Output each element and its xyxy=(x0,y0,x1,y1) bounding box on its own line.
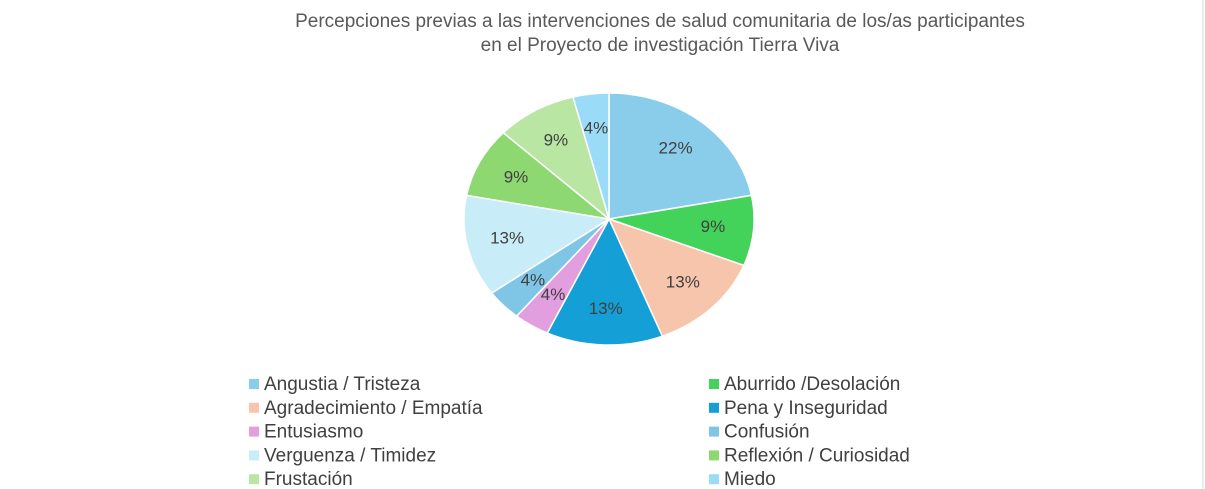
legend-label: Frustación xyxy=(264,469,353,489)
pie-slice xyxy=(465,131,612,221)
legend-swatch xyxy=(249,402,259,413)
legend-swatch xyxy=(709,450,719,461)
legend-swatch xyxy=(249,450,259,461)
legend-label: Verguenza / Timidez xyxy=(264,445,436,466)
legend-swatch xyxy=(249,426,259,437)
legend-label: Angustia / Tristeza xyxy=(264,374,421,395)
legend-swatch xyxy=(249,474,259,485)
legend-label: Aburrido /Desolación xyxy=(724,374,900,395)
legend-swatch xyxy=(709,402,719,413)
slice-label: 4% xyxy=(584,118,609,137)
legend-label: Confusión xyxy=(724,422,810,443)
legend-label: Pena y Inseguridad xyxy=(724,398,888,419)
legend-swatch xyxy=(249,379,259,389)
legend-swatch xyxy=(709,426,719,437)
chart-title: Percepciones previas a las intervencione… xyxy=(295,11,1025,32)
slice-label: 22% xyxy=(659,139,693,158)
slice-label: 9% xyxy=(544,130,569,149)
chart-title: en el Proyecto de investigación Tierra V… xyxy=(481,35,840,56)
legend-label: Miedo xyxy=(724,469,776,489)
legend-label: Reflexión / Curiosidad xyxy=(724,445,910,466)
slice-label: 4% xyxy=(521,271,546,290)
pie-slice xyxy=(608,194,755,267)
pie-slice xyxy=(463,194,612,295)
slice-label: 4% xyxy=(541,285,566,304)
slice-label: 9% xyxy=(504,167,529,186)
legend-label: Entusiasmo xyxy=(264,422,363,443)
pie-slice xyxy=(607,217,745,338)
pie-slice xyxy=(608,92,753,220)
pie-slice xyxy=(546,217,664,346)
legend-label: Agradecimiento / Empatía xyxy=(264,398,483,419)
pie-slice xyxy=(502,96,611,222)
legend-swatch xyxy=(709,474,719,485)
slice-label: 13% xyxy=(666,273,700,292)
pie-slice xyxy=(571,92,610,220)
legend-swatch xyxy=(709,379,719,389)
slice-label: 13% xyxy=(589,299,623,318)
slice-label: 13% xyxy=(490,228,524,247)
slice-label: 9% xyxy=(701,217,726,236)
